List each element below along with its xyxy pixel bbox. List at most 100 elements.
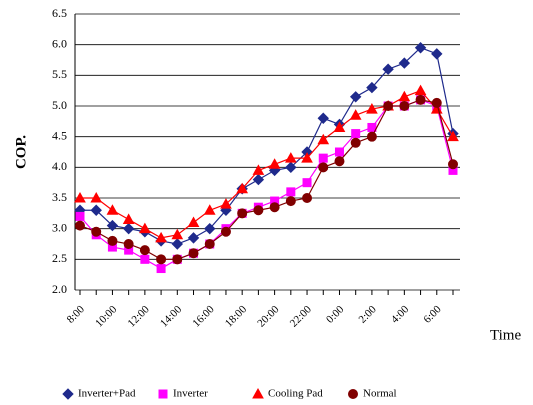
data-point [366, 131, 377, 142]
x-tick-label: 12:00 [126, 303, 153, 330]
legend-label: Inverter [173, 388, 208, 400]
data-point [171, 228, 184, 240]
data-point [285, 196, 296, 207]
data-point [268, 158, 281, 169]
data-point [383, 101, 394, 111]
data-point [75, 220, 85, 231]
data-point [431, 48, 443, 60]
data-point [284, 152, 297, 163]
data-point [140, 254, 150, 264]
y-tick-label: 4.5 [52, 128, 67, 142]
data-point [398, 57, 411, 69]
legend-marker [252, 387, 264, 399]
x-tick-label: 14:00 [158, 303, 185, 330]
legend-label: Normal [363, 388, 397, 400]
data-point [188, 248, 199, 259]
data-point [187, 232, 200, 244]
series-line [80, 89, 454, 239]
x-tick-label: 22:00 [288, 303, 315, 330]
data-point [75, 211, 85, 221]
data-point [317, 112, 329, 124]
data-point [366, 81, 378, 94]
x-tick-label: 2:00 [357, 303, 380, 326]
data-point [399, 101, 410, 111]
data-point [269, 202, 280, 213]
data-point [301, 152, 313, 163]
legend-label: Inverter+Pad [78, 388, 136, 400]
y-tick-label: 6.5 [52, 6, 67, 20]
data-point [398, 90, 411, 102]
series-line [80, 47, 454, 245]
x-tick-label: 16:00 [190, 303, 217, 330]
data-point [318, 162, 329, 173]
y-axis-label: COP. [13, 135, 29, 169]
data-point [286, 187, 296, 197]
data-point [447, 130, 459, 142]
y-tick-label: 2.5 [52, 251, 67, 265]
data-point [237, 208, 248, 219]
data-point [106, 219, 119, 232]
data-point [431, 97, 442, 108]
data-point [203, 204, 216, 215]
data-point [448, 159, 458, 170]
data-point [74, 191, 86, 203]
data-point [334, 156, 345, 167]
x-tick-label: 4:00 [389, 303, 412, 326]
legend-marker [62, 388, 74, 400]
data-point [382, 63, 394, 75]
x-tick-label: 8:00 [65, 303, 88, 326]
x-tick-label: 6:00 [421, 303, 444, 326]
series-line [79, 99, 454, 260]
data-point [220, 198, 232, 209]
data-point [317, 133, 330, 145]
data-point [204, 222, 216, 235]
data-point [90, 204, 102, 216]
data-point [366, 103, 378, 114]
data-point [172, 254, 183, 265]
data-point [187, 216, 200, 228]
data-point [302, 178, 312, 188]
y-tick-label: 3.0 [52, 220, 67, 234]
data-point [253, 205, 264, 216]
data-point [123, 239, 134, 249]
data-point [351, 129, 361, 139]
data-point [155, 231, 167, 243]
data-point [349, 109, 362, 120]
data-point [333, 121, 346, 132]
data-point [122, 222, 135, 235]
data-point [156, 264, 166, 274]
data-point [252, 173, 265, 186]
data-point [107, 235, 118, 246]
data-point [220, 226, 231, 237]
data-point [285, 161, 297, 174]
data-point [349, 91, 362, 103]
x-tick-label: 0:00 [324, 303, 347, 326]
x-tick-label: 20:00 [255, 303, 282, 330]
x-axis-label: Time [490, 327, 521, 343]
data-point [414, 84, 427, 96]
y-tick-label: 6.0 [52, 36, 67, 50]
data-point [415, 94, 426, 105]
data-point [139, 245, 150, 256]
data-point [318, 153, 328, 163]
data-point [91, 226, 102, 237]
data-point [252, 164, 265, 175]
data-point [367, 122, 377, 132]
data-point [350, 137, 361, 148]
y-tick-label: 2.0 [52, 282, 67, 296]
data-point [156, 254, 167, 265]
data-point [122, 213, 135, 224]
y-tick-label: 5.5 [52, 67, 67, 81]
y-tick-label: 5.0 [52, 98, 67, 112]
x-tick-label: 18:00 [223, 303, 250, 330]
data-point [106, 204, 119, 215]
data-point [236, 182, 249, 194]
data-point [302, 193, 313, 203]
y-tick-label: 4.0 [52, 159, 67, 173]
legend-marker [158, 389, 168, 399]
data-point [139, 222, 151, 234]
data-point [204, 239, 215, 249]
data-point [171, 238, 184, 250]
